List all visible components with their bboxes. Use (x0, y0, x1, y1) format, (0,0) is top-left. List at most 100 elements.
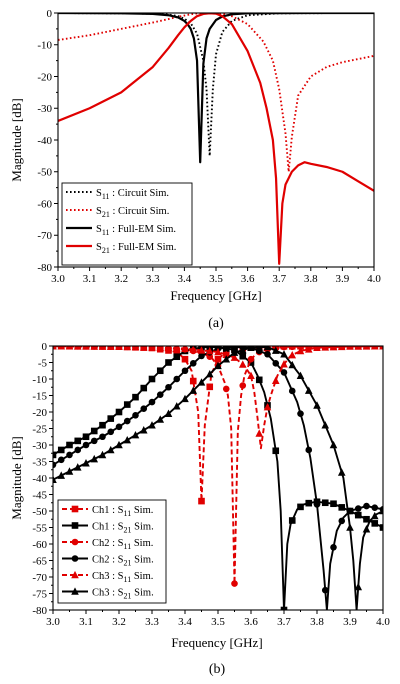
y-tick-label: -60 (32, 539, 47, 551)
series-4-point (280, 369, 288, 376)
series-3-point (288, 346, 296, 351)
series-4-point (148, 398, 156, 406)
x-tick-label: 3.6 (241, 273, 255, 285)
series-4-point (156, 391, 164, 398)
series-2-point (156, 367, 164, 375)
series-5-point (288, 350, 297, 359)
series-3-point (222, 385, 230, 393)
series-6-point (197, 378, 206, 386)
series-5-point (313, 346, 321, 351)
series-5-point (337, 346, 346, 351)
series-5-point (82, 346, 90, 350)
series-4-point (181, 367, 189, 375)
series-5-point (230, 353, 239, 361)
series-6-point (238, 346, 247, 354)
x-tick-label: 3.3 (146, 273, 160, 285)
y-tick-label: -5 (38, 357, 48, 369)
series-2-point (82, 433, 90, 441)
series-2-point (280, 606, 288, 610)
series-2-point (99, 421, 106, 429)
series-6-point (172, 402, 181, 410)
series-6-point (164, 409, 173, 417)
x-tick-label: 3.4 (178, 273, 192, 285)
series-4-point (57, 456, 65, 464)
series-1-point (173, 349, 181, 356)
series-6-point (263, 346, 272, 351)
series-6-point (139, 426, 148, 434)
series-4-line (58, 13, 374, 265)
y-tick-label: -70 (32, 572, 47, 584)
series-4-point (123, 417, 131, 425)
series-2-point (90, 427, 98, 435)
x-tick-label: 3.1 (79, 616, 93, 628)
legend-label-1: Ch1 : S11 Sim. (92, 505, 153, 518)
x-tick-label: 3.8 (304, 273, 318, 285)
series-5-point (321, 346, 330, 351)
series-4-point (231, 346, 238, 351)
legend-marker-6 (71, 587, 79, 595)
series-4-point (74, 446, 82, 454)
y-tick-label: -30 (37, 103, 52, 115)
x-tick-label: 3.7 (277, 616, 291, 628)
y-tick-label: 0 (47, 8, 53, 20)
series-5-point (255, 429, 264, 437)
series-5-point (370, 346, 379, 350)
x-tick-label: 3.0 (51, 273, 65, 285)
series-4-point (99, 433, 106, 441)
series-6-point (57, 471, 66, 479)
series-5-point (247, 371, 255, 379)
series-2-point (123, 401, 131, 408)
series-2-point (148, 375, 156, 383)
series-2-point (379, 524, 383, 531)
series-6-point (123, 435, 132, 444)
y-tick-label: -10 (37, 40, 52, 52)
legend: Ch1 : S11 Sim. Ch1 : S21 Sim. Ch2 : S11 Si… (57, 499, 167, 604)
series-5-point (57, 346, 66, 350)
x-tick-label: 3.6 (244, 616, 258, 628)
panel-b-plot: 3.0 3.1 3.2 3.3 3.4 3.5 3.6 3.7 3.8 3.9 4.0 0 -5 -10 -… (32, 341, 390, 628)
series-4-point (173, 375, 181, 383)
series-4-point (90, 437, 98, 445)
series-4-point (140, 405, 148, 413)
y-tick-label: -80 (37, 262, 52, 274)
series-6-point (379, 506, 383, 515)
series-2-point (371, 520, 379, 527)
x-tick-label: 3.2 (112, 616, 126, 628)
legend-label-2: Ch1 : S21 Sim. (92, 521, 154, 534)
series-2-point (272, 447, 280, 455)
series-3-point (280, 346, 288, 351)
series-6-point (90, 454, 99, 463)
series-6-point (271, 346, 280, 354)
series-2-point (338, 504, 346, 511)
series-6-point (131, 431, 140, 439)
series-4-point (198, 352, 205, 360)
series-3-point (247, 355, 255, 363)
series-5-point (304, 346, 313, 353)
series-6-point (354, 582, 363, 591)
series-5-point (205, 347, 214, 355)
series-5-point (98, 346, 107, 350)
series-4-point (272, 360, 280, 367)
series-5-point (65, 346, 74, 350)
series-4-point (222, 346, 230, 352)
series-6-point (313, 401, 321, 409)
series-4-point (305, 446, 313, 454)
series-6-point (148, 421, 156, 429)
series-5-point (189, 346, 198, 353)
legend-marker-3 (71, 538, 79, 546)
series-5-point (73, 346, 82, 350)
series-6-point (346, 523, 354, 531)
series-4-point (363, 502, 370, 510)
series-4-point (330, 544, 337, 551)
series-5-point (90, 346, 99, 350)
series-6-point (337, 468, 346, 476)
y-tick-label: -80 (32, 605, 47, 617)
series-5-point (263, 402, 272, 411)
series-6-point (181, 394, 189, 403)
y-tick-label: -65 (32, 555, 47, 567)
series-5-point (139, 346, 148, 351)
series-5-point (222, 350, 231, 359)
legend-label-2: S21 : Circuit Sim. (96, 206, 169, 219)
series-4-point (297, 410, 304, 417)
